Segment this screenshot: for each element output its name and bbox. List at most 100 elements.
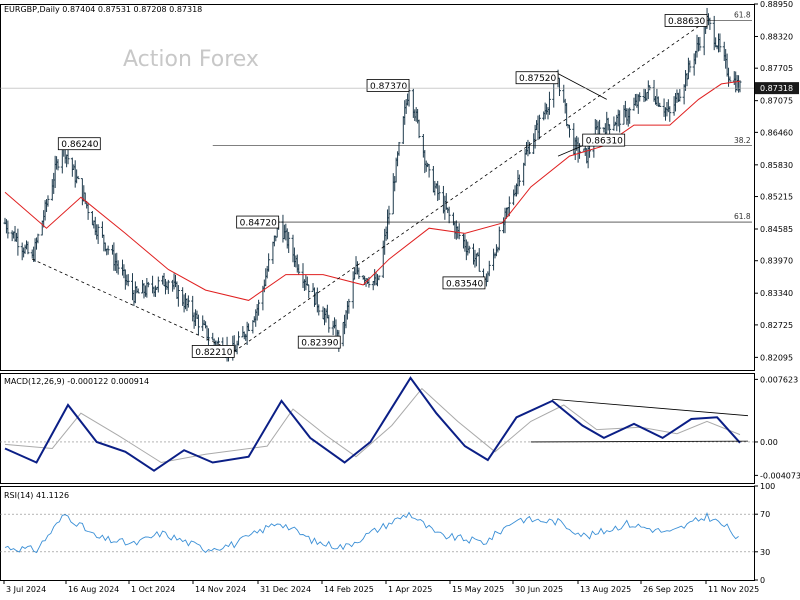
ohlc-bar	[377, 275, 381, 281]
ohlc-bar	[216, 337, 220, 344]
price-tick-label: 0.85830	[760, 161, 793, 170]
rsi-title: RSI(14) 41.1126	[4, 491, 69, 500]
ohlc-bar	[698, 36, 702, 51]
moving-average-line	[4, 80, 741, 301]
ohlc-bar	[688, 60, 692, 73]
ohlc-bar	[327, 314, 331, 333]
ohlc-bar	[136, 288, 140, 294]
ohlc-bar	[457, 223, 461, 240]
price-tick-label: 0.86460	[760, 128, 793, 137]
ohlc-bar	[618, 110, 622, 133]
ohlc-bar	[247, 323, 251, 332]
rsi-tick-label: 30	[760, 548, 770, 557]
price-tick-label: 0.88950	[760, 0, 793, 9]
svg-text:0.86310: 0.86310	[586, 137, 623, 147]
svg-text:0.84720: 0.84720	[240, 219, 277, 229]
rsi-tick-label: 100	[760, 482, 775, 491]
ohlc-bar	[76, 175, 80, 180]
watermark: Action Forex	[123, 47, 259, 72]
ohlc-bar	[568, 124, 572, 138]
ohlc-bar	[46, 195, 50, 207]
ohlc-bar	[477, 248, 481, 272]
ohlc-bar	[196, 314, 200, 336]
ohlc-bar	[492, 248, 496, 271]
ohlc-bar	[437, 185, 441, 200]
x-tick-label: 1 Apr 2025	[388, 585, 432, 594]
trendline	[234, 20, 708, 352]
price-tick-label: 0.88320	[760, 32, 793, 41]
price-annotation: 0.87520	[515, 71, 559, 84]
svg-text:0.82210: 0.82210	[195, 348, 232, 358]
ohlc-bar	[397, 141, 401, 156]
ohlc-bar	[56, 159, 60, 171]
price-annotation: 0.84720	[236, 215, 280, 229]
price-tick-label: 0.84585	[760, 225, 793, 234]
rsi-line	[4, 511, 739, 554]
ohlc-bar	[166, 279, 170, 295]
ohlc-bar	[638, 92, 642, 102]
ohlc-bar	[186, 295, 190, 308]
price-tick-label: 0.83340	[760, 289, 793, 298]
macd-title: MACD(12,26,9) -0.000122 0.000914	[4, 377, 149, 386]
macd-main-line	[4, 376, 741, 472]
ohlc-bar	[668, 106, 672, 122]
ohlc-bar	[116, 260, 120, 275]
ohlc-bar	[628, 107, 632, 124]
x-tick-label: 16 Aug 2024	[68, 585, 119, 594]
ohlc-bar	[16, 228, 20, 256]
x-tick-label: 1 Oct 2024	[131, 585, 175, 594]
ohlc-bar	[6, 220, 10, 239]
trendline	[32, 258, 235, 352]
svg-text:0.83540: 0.83540	[446, 279, 483, 289]
x-tick-label: 14 Feb 2025	[324, 585, 374, 594]
price-annotations: 0.86240 0.82210 0.84720 0.82390 0.87370 0.835…	[57, 14, 708, 358]
ohlc-bar	[96, 224, 100, 244]
price-tick-label: 0.87075	[760, 97, 793, 106]
ohlc-bar	[387, 205, 391, 225]
x-tick-label: 15 May 2025	[452, 585, 504, 594]
svg-text:0.86240: 0.86240	[61, 140, 98, 150]
ohlc-bar	[287, 231, 291, 253]
x-tick-label: 14 Nov 2024	[195, 585, 246, 594]
ohlc-bar	[738, 80, 742, 93]
x-tick-label: 11 Nov 2025	[708, 585, 759, 594]
ohlc-bar	[718, 33, 722, 53]
ohlc-bar	[156, 276, 160, 293]
macd-trendline	[552, 398, 749, 417]
macd-tick-label: 0.007623	[760, 375, 798, 384]
svg-text:0.87370: 0.87370	[370, 82, 407, 92]
ohlc-bar	[708, 17, 712, 30]
fib-level-label: 61.8	[734, 10, 751, 19]
price-bars	[3, 7, 742, 362]
ohlc-bar	[678, 89, 682, 102]
x-tick-label: 26 Sep 2025	[643, 585, 694, 594]
svg-text:0.82390: 0.82390	[301, 339, 338, 349]
price-tick-label: 0.82725	[760, 321, 793, 330]
price-annotation: 0.82390	[297, 335, 341, 349]
ohlc-bar	[507, 196, 511, 217]
price-annotation: 0.88630	[664, 14, 708, 27]
ohlc-bar	[106, 245, 110, 255]
ohlc-bar	[728, 76, 732, 82]
ohlc-bar	[86, 202, 90, 220]
ohlc-bar	[447, 206, 451, 224]
price-tick-label: 0.82095	[760, 353, 793, 362]
ohlc-bar	[237, 331, 241, 346]
ohlc-bar	[527, 141, 531, 155]
ohlc-bar	[36, 233, 40, 244]
current-price-label: 0.87318	[760, 84, 793, 93]
current-price-tag	[755, 82, 799, 95]
ohlc-bar	[66, 147, 70, 165]
price-tick-label: 0.85215	[760, 193, 793, 202]
ohlc-bar	[257, 299, 261, 316]
trendline	[557, 73, 607, 100]
ohlc-bar	[537, 114, 541, 140]
ohlc-bar	[126, 274, 130, 287]
ohlc-bar	[267, 253, 271, 272]
macd-tick-label: 0.00	[760, 438, 778, 447]
x-tick-label: 3 Jul 2024	[6, 585, 46, 594]
ohlc-bar	[417, 119, 421, 139]
ohlc-bar	[467, 245, 471, 254]
price-annotation: 0.86310	[582, 133, 626, 147]
